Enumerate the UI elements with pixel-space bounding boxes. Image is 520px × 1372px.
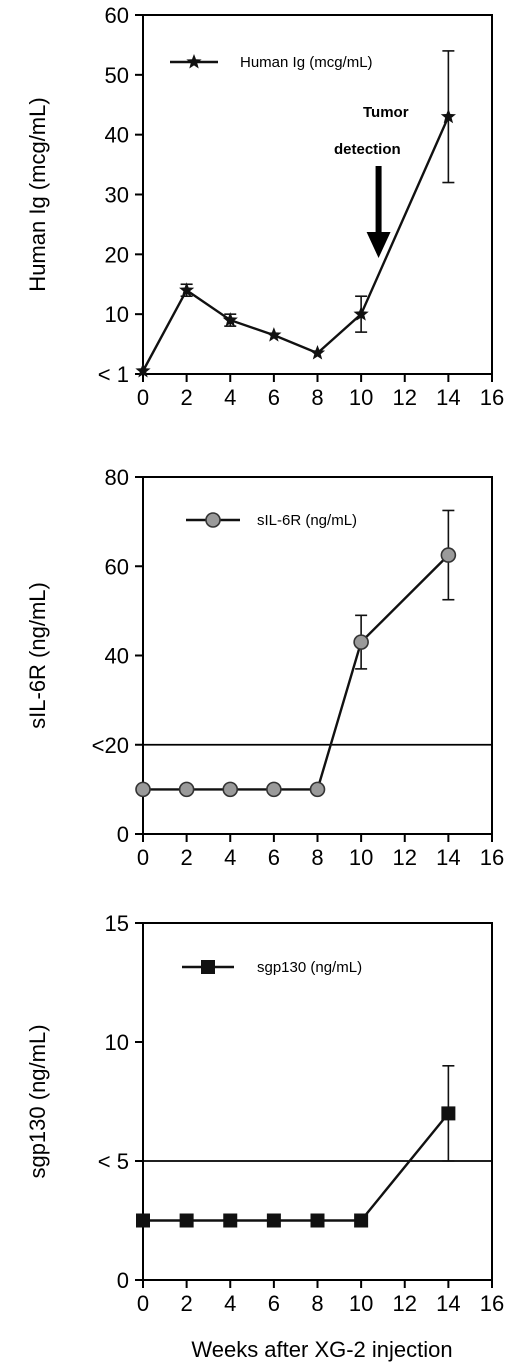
y-tick-label: 15 xyxy=(105,911,129,936)
annotation-line2: detection xyxy=(334,141,401,158)
x-tick-label: 8 xyxy=(311,845,323,870)
data-point xyxy=(222,781,239,798)
y-tick-label: 0 xyxy=(117,822,129,847)
data-point xyxy=(136,1213,150,1228)
series-line xyxy=(141,116,450,372)
legend-marker xyxy=(205,512,221,528)
panel-human-ig: 0 2 4 6 8 10 12 14 16 < 1 10 20 30 40 50 60 Human Ig (mc… xyxy=(25,3,504,410)
x-tick-label: 10 xyxy=(349,1291,373,1316)
y-tick-label: 60 xyxy=(105,554,129,579)
y-tick-label: < 1 xyxy=(98,362,129,387)
x-tick-label: 10 xyxy=(349,845,373,870)
x-tick-label: 14 xyxy=(436,385,460,410)
data-point xyxy=(179,282,195,297)
x-tick-label: 12 xyxy=(393,1291,417,1316)
x-tick-label: 16 xyxy=(480,1291,504,1316)
legend-marker xyxy=(201,960,215,974)
data-point xyxy=(353,306,369,321)
x-tick-label: 2 xyxy=(181,385,193,410)
y-tick-label: 20 xyxy=(105,242,129,267)
legend-label: sIL-6R (ng/mL) xyxy=(257,512,357,529)
x-axis-title: Weeks after XG-2 injection xyxy=(191,1337,452,1362)
x-tick-label: 0 xyxy=(137,385,149,410)
data-point xyxy=(266,1213,281,1228)
x-tick-label: 4 xyxy=(224,1291,236,1316)
y-axis-title: sIL-6R (ng/mL) xyxy=(25,582,50,729)
data-point xyxy=(178,781,195,798)
legend-label: Human Ig (mcg/mL) xyxy=(240,54,373,71)
annotation-arrow-head xyxy=(366,232,391,258)
data-point xyxy=(222,312,238,327)
plot-frame xyxy=(142,476,493,835)
x-tick-label: 14 xyxy=(436,845,460,870)
legend-label: sgp130 (ng/mL) xyxy=(257,959,362,976)
data-point xyxy=(354,1213,369,1228)
x-tick-label: 16 xyxy=(480,385,504,410)
series-line xyxy=(143,554,450,791)
data-point xyxy=(179,1213,194,1228)
data-point xyxy=(135,363,151,378)
data-point xyxy=(309,345,326,360)
x-tick-label: 2 xyxy=(181,1291,193,1316)
y-tick-label: 30 xyxy=(105,183,129,208)
x-tick-label: 6 xyxy=(268,1291,280,1316)
x-tick-label: 4 xyxy=(224,385,236,410)
data-point xyxy=(310,1213,325,1228)
data-point xyxy=(440,547,457,563)
x-tick-label: 0 xyxy=(137,1291,149,1316)
y-tick-label: 40 xyxy=(105,123,129,148)
data-point xyxy=(441,1106,456,1121)
x-tick-label: 12 xyxy=(393,385,417,410)
data-point xyxy=(440,108,456,124)
data-point xyxy=(266,781,282,798)
series-line xyxy=(143,1112,450,1222)
x-tick-label: 12 xyxy=(393,845,417,870)
x-tick-label: 0 xyxy=(137,845,149,870)
data-point xyxy=(353,634,369,650)
y-tick-label: 0 xyxy=(117,1268,129,1293)
y-axis-title: Human Ig (mcg/mL) xyxy=(25,97,50,291)
y-tick-label: <20 xyxy=(92,733,129,758)
x-tick-label: 4 xyxy=(224,845,236,870)
x-tick-label: 14 xyxy=(436,1291,460,1316)
legend-marker xyxy=(186,54,202,69)
data-point xyxy=(266,327,282,342)
y-tick-label: 60 xyxy=(105,3,129,28)
x-tick-label: 8 xyxy=(311,1291,323,1316)
data-point xyxy=(309,781,326,798)
y-axis-title: sgp130 (ng/mL) xyxy=(25,1024,50,1178)
y-tick-label: < 5 xyxy=(98,1149,129,1174)
x-tick-label: 6 xyxy=(268,385,280,410)
x-tick-label: 8 xyxy=(311,385,323,410)
data-point xyxy=(223,1213,238,1228)
data-point xyxy=(135,781,151,798)
panel-sil6r: 0 2 4 6 8 10 12 14 16 0 <20 40 60 80 sIL-6R (ng/mL) sIL… xyxy=(25,465,504,870)
x-tick-label: 10 xyxy=(349,385,373,410)
y-tick-label: 10 xyxy=(105,1030,129,1055)
panel-sgp130: 0 2 4 6 8 10 12 14 16 0 < 5 10 15 sgp130 (ng/mL) sgp13… xyxy=(25,911,504,1316)
y-tick-label: 80 xyxy=(105,465,129,490)
x-tick-label: 2 xyxy=(181,845,193,870)
annotation-line1: Tumor xyxy=(363,104,409,121)
x-tick-label: 6 xyxy=(268,845,280,870)
y-tick-label: 10 xyxy=(105,302,129,327)
y-tick-label: 40 xyxy=(105,644,129,669)
x-tick-label: 16 xyxy=(480,845,504,870)
y-tick-label: 50 xyxy=(105,63,129,88)
